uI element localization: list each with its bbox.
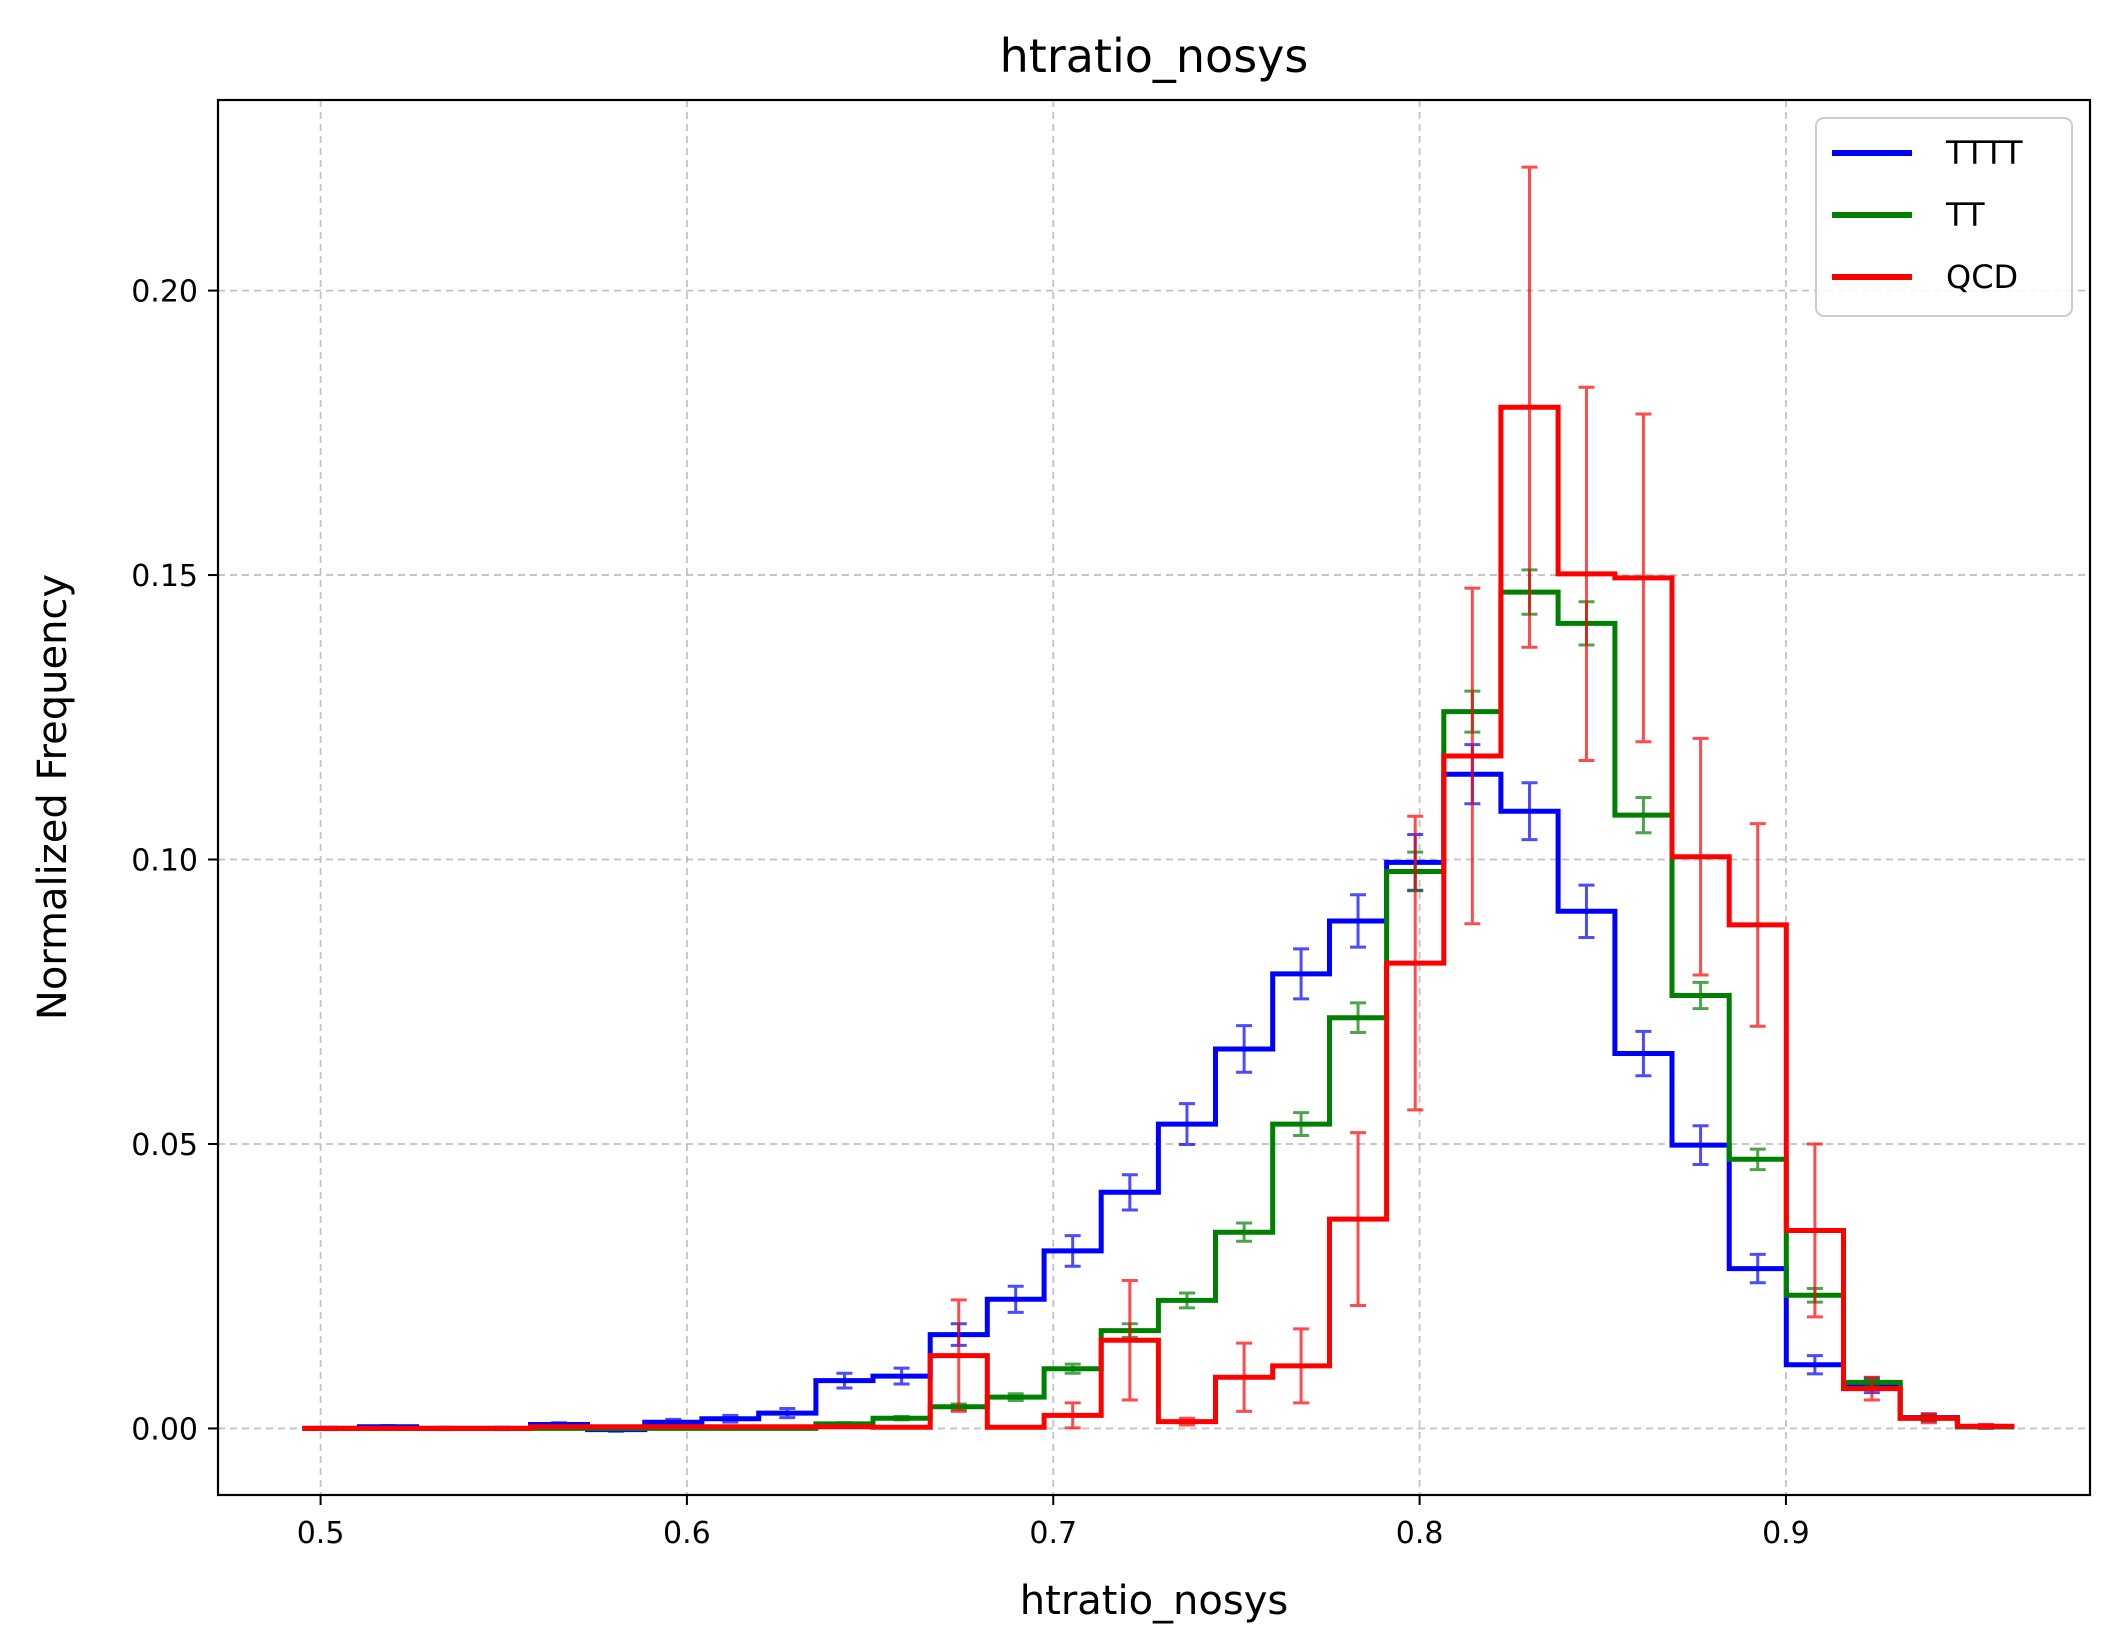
series-qcd bbox=[302, 165, 2015, 1431]
error-bar bbox=[1578, 385, 1595, 763]
error-bar bbox=[1806, 1354, 1823, 1376]
y-tick-label: 0.15 bbox=[131, 559, 198, 594]
error-bar bbox=[1064, 1362, 1081, 1375]
x-tick-label: 0.9 bbox=[1762, 1516, 1810, 1551]
error-bar bbox=[1920, 1412, 1937, 1425]
error-bar bbox=[1236, 1341, 1253, 1413]
error-bar bbox=[779, 1424, 796, 1429]
error-bar bbox=[836, 1371, 853, 1390]
error-bar bbox=[1521, 781, 1538, 842]
error-bar bbox=[1121, 1173, 1138, 1212]
error-bar bbox=[1806, 1142, 1823, 1319]
error-bar bbox=[1007, 1425, 1024, 1430]
error-bar bbox=[1578, 883, 1595, 939]
y-tick-label: 0.20 bbox=[131, 275, 198, 310]
error-bar bbox=[893, 1425, 910, 1430]
series-layer bbox=[302, 165, 2015, 1433]
error-bar bbox=[1007, 1284, 1024, 1314]
error-bar bbox=[1293, 947, 1310, 1001]
error-bar bbox=[1293, 1327, 1310, 1405]
error-bar bbox=[1178, 1291, 1195, 1310]
error-bar bbox=[1178, 1102, 1195, 1147]
error-bar bbox=[1064, 1234, 1081, 1268]
ticks: 0.5 0.6 0.7 0.8 0.9 0.00 0.05 0.10 0.15 0.20 bbox=[131, 275, 1810, 1551]
error-bar bbox=[1178, 1416, 1195, 1427]
error-bar bbox=[1692, 736, 1709, 977]
error-bar bbox=[893, 1414, 910, 1422]
chart-title: htratio_nosys bbox=[1000, 29, 1309, 83]
error-bar bbox=[1863, 1375, 1880, 1402]
error-bar bbox=[722, 1413, 739, 1424]
error-bar bbox=[1121, 1279, 1138, 1402]
error-bar bbox=[1007, 1392, 1024, 1403]
error-bar bbox=[1749, 1147, 1766, 1172]
error-bar bbox=[1749, 1252, 1766, 1285]
x-tick-label: 0.8 bbox=[1396, 1516, 1444, 1551]
error-bar bbox=[1064, 1401, 1081, 1430]
y-tick-label: 0.10 bbox=[131, 844, 198, 879]
error-bar bbox=[1749, 822, 1766, 1028]
error-bar bbox=[551, 1424, 568, 1429]
error-bar bbox=[836, 1424, 853, 1429]
error-bar bbox=[1692, 980, 1709, 1011]
error-bar bbox=[1692, 1124, 1709, 1166]
error-bar bbox=[1350, 1131, 1367, 1308]
x-tick-label: 0.6 bbox=[663, 1516, 711, 1551]
y-tick-label: 0.05 bbox=[131, 1128, 198, 1163]
error-bar bbox=[608, 1424, 625, 1429]
legend-label-tttt: TTTT bbox=[1945, 134, 2023, 172]
grid bbox=[218, 100, 2090, 1495]
x-axis-label: htratio_nosys bbox=[1020, 1578, 1288, 1624]
error-bar bbox=[1977, 1422, 1994, 1430]
error-bar bbox=[722, 1424, 739, 1429]
error-bar bbox=[1350, 893, 1367, 949]
error-bar bbox=[665, 1424, 682, 1429]
legend-label-tt: TT bbox=[1945, 196, 1985, 234]
x-tick-label: 0.7 bbox=[1029, 1516, 1077, 1551]
x-tick-label: 0.5 bbox=[297, 1516, 345, 1551]
error-bar bbox=[950, 1298, 967, 1413]
error-bar bbox=[1464, 586, 1481, 926]
error-bar bbox=[1635, 1029, 1652, 1078]
error-bar bbox=[779, 1407, 796, 1420]
error-bar bbox=[1293, 1111, 1310, 1137]
error-bar bbox=[1350, 1001, 1367, 1034]
error-bar bbox=[1236, 1024, 1253, 1074]
y-axis-label: Normalized Frequency bbox=[30, 574, 76, 1020]
y-tick-label: 0.00 bbox=[131, 1412, 198, 1447]
error-bar bbox=[1635, 796, 1652, 835]
plot-frame bbox=[216, 98, 2092, 1497]
error-bar bbox=[1635, 412, 1652, 744]
legend-label-qcd: QCD bbox=[1946, 258, 2018, 296]
error-bar bbox=[1407, 814, 1424, 1112]
error-bar bbox=[893, 1366, 910, 1386]
legend-box bbox=[1815, 117, 2073, 317]
error-bar bbox=[1521, 165, 1538, 649]
error-bar bbox=[1236, 1221, 1253, 1243]
